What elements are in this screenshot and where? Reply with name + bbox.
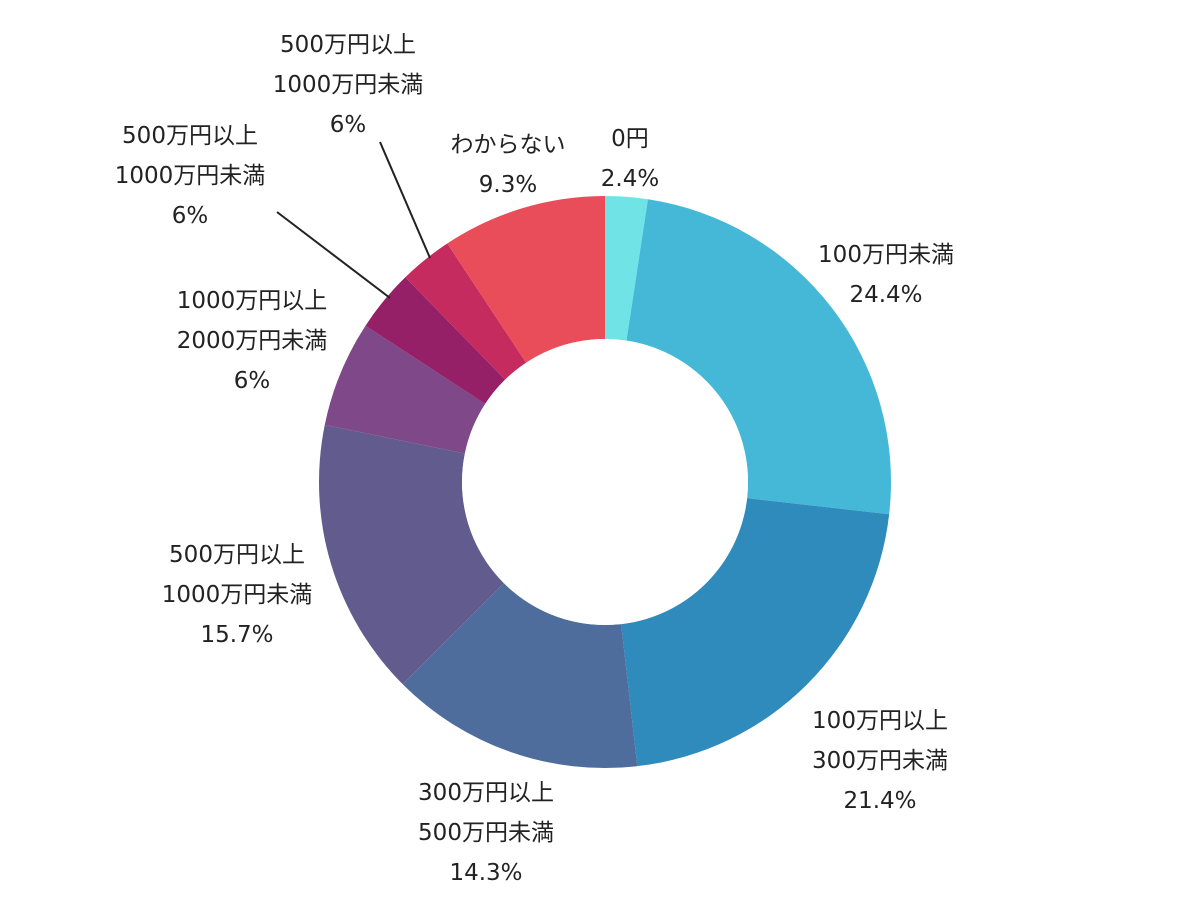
slice-category-label: 0円 <box>611 126 649 152</box>
slice-label-6: 500万円以上 1000万円未満 6% <box>115 123 266 229</box>
slice-value-label: 2.4% <box>601 166 659 192</box>
donut-slice-3 <box>402 583 638 768</box>
donut-slice-6 <box>365 277 506 404</box>
slices-layer <box>318 196 891 768</box>
slice-category-label: 500万円以上 <box>122 123 258 149</box>
donut-slice-2 <box>621 498 890 767</box>
leader-lines <box>276 141 431 299</box>
slice-category-label: 500万円以上 <box>169 542 305 568</box>
slice-label-5: 1000万円以上 2000万円未満 6% <box>177 288 328 394</box>
slice-label-1: 100万円未満 24.4% <box>818 242 954 308</box>
donut-slice-5 <box>324 325 486 454</box>
slice-value-label: 9.3% <box>479 172 537 198</box>
leader-line-6 <box>276 211 391 299</box>
slice-category-label: 2000万円未満 <box>177 328 328 354</box>
slice-category-label: 1000万円未満 <box>115 163 266 189</box>
slice-value-label: 6% <box>234 368 271 394</box>
slice-label-2: 100万円以上 300万円未満 21.4% <box>812 708 948 814</box>
slice-labels: 0円 2.4% 100万円未満 24.4% 100万円以上 300万円未満 21.4% 300… <box>115 32 954 886</box>
donut-slice-7 <box>405 243 527 380</box>
slice-category-label: 1000万円未満 <box>162 582 313 608</box>
slice-category-label: 300万円以上 <box>418 780 554 806</box>
slice-label-8: わからない 9.3% <box>451 132 566 198</box>
slice-category-label: 500万円以上 <box>280 32 416 58</box>
donut-slice-8 <box>447 196 605 363</box>
donut-slice-4 <box>318 424 504 685</box>
slice-value-label: 14.3% <box>449 860 522 886</box>
slice-value-label: 6% <box>330 112 367 138</box>
slice-category-label: 100万円未満 <box>818 242 954 268</box>
slice-label-3: 300万円以上 500万円未満 14.3% <box>418 780 554 886</box>
slice-category-label: 1000万円以上 <box>177 288 328 314</box>
slice-label-7: 500万円以上 1000万円未満 6% <box>273 32 424 138</box>
donut-slice-0 <box>605 196 648 341</box>
slice-category-label: 1000万円未満 <box>273 72 424 98</box>
slice-label-0: 0円 2.4% <box>601 126 659 192</box>
slice-value-label: 21.4% <box>843 788 916 814</box>
donut-slice-1 <box>626 199 891 515</box>
slice-value-label: 6% <box>172 203 209 229</box>
slice-category-label: 300万円未満 <box>812 748 948 774</box>
slice-value-label: 15.7% <box>200 622 273 648</box>
slice-category-label: 500万円未満 <box>418 820 554 846</box>
slice-label-4: 500万円以上 1000万円未満 15.7% <box>162 542 313 648</box>
slice-category-label: 100万円以上 <box>812 708 948 734</box>
slice-value-label: 24.4% <box>849 282 922 308</box>
leader-line-7 <box>379 141 431 259</box>
donut-hole <box>462 339 748 625</box>
slice-category-label: わからない <box>451 132 566 158</box>
